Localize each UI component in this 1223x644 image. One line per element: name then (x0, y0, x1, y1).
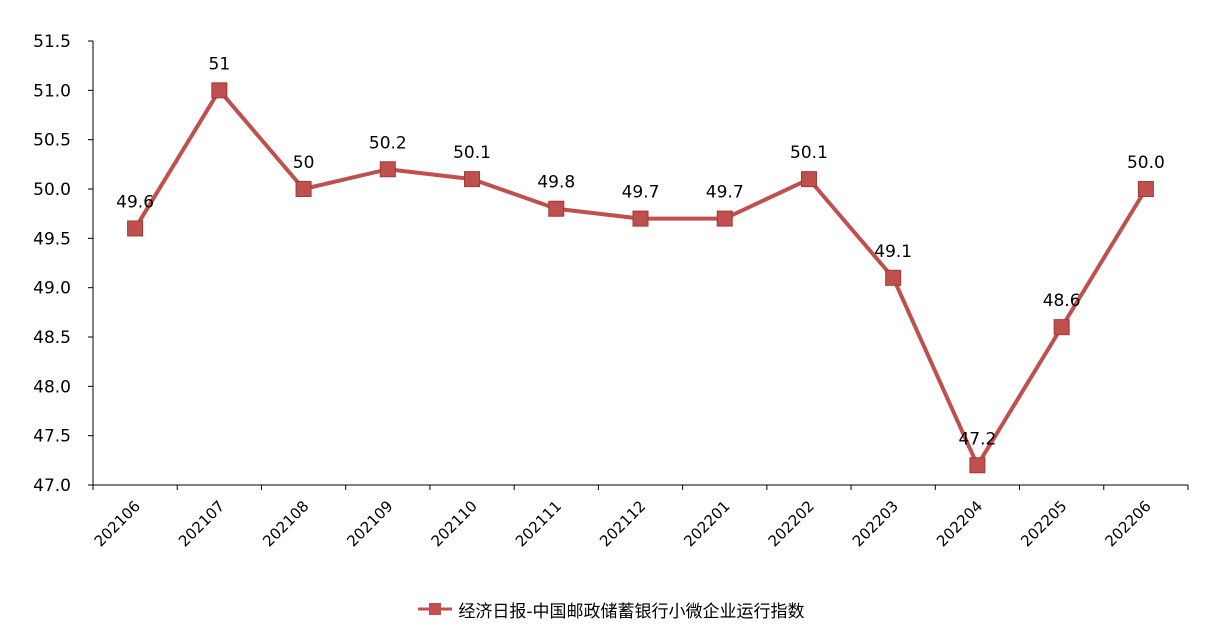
x-tick-label: 202204 (933, 497, 986, 550)
data-point (800, 171, 817, 188)
data-label: 50 (293, 153, 315, 173)
data-label: 49.7 (706, 183, 744, 203)
legend-label: 经济日报-中国邮政储蓄银行小微企业运行指数 (458, 601, 805, 622)
data-label: 50.1 (790, 143, 828, 163)
y-tick-label: 51.5 (33, 32, 71, 52)
y-tick-label: 48.5 (33, 328, 71, 348)
legend-marker-icon (418, 603, 453, 615)
series-line (133, 88, 1148, 468)
x-tick-label: 202206 (1101, 497, 1154, 550)
y-tick-label: 49.5 (33, 229, 71, 249)
data-label: 49.8 (537, 173, 575, 193)
data-point (632, 210, 649, 227)
x-tick-label: 202107 (175, 497, 228, 550)
data-label: 47.2 (958, 429, 996, 449)
data-point (127, 220, 144, 237)
data-point (548, 200, 565, 217)
x-tick-label: 202112 (596, 497, 649, 550)
y-tick-label: 48.0 (33, 377, 71, 397)
data-label: 49.1 (874, 242, 912, 262)
x-tick-label: 202111 (512, 497, 565, 550)
data-point (464, 171, 481, 188)
x-tick-label: 202202 (765, 497, 818, 550)
data-point (1137, 181, 1154, 197)
data-point (969, 457, 986, 474)
data-label: 48.6 (1043, 291, 1081, 311)
x-tick-label: 202106 (91, 497, 144, 550)
legend: 经济日报-中国邮政储蓄银行小微企业运行指数 (0, 594, 1223, 624)
data-label: 51 (209, 54, 231, 74)
y-tick-label: 50.0 (33, 180, 71, 200)
data-label: 50.0 (1127, 153, 1165, 173)
data-point (379, 161, 396, 178)
y-tick-label: 47.5 (33, 427, 71, 447)
data-point (885, 269, 902, 286)
data-point (211, 82, 228, 99)
y-tick-label: 51.0 (33, 81, 71, 101)
data-label: 50.2 (369, 133, 407, 153)
x-tick-label: 202109 (343, 497, 396, 550)
data-point (1053, 319, 1070, 336)
line-chart: 47.0 47.5 48.0 48.5 49.0 49.5 50.0 50.5 51.0 51.5… (33, 32, 1189, 550)
data-point (716, 210, 733, 227)
x-tick-label: 202201 (680, 497, 733, 550)
y-tick-label: 47.0 (33, 476, 71, 496)
x-tick-label: 202203 (849, 497, 902, 550)
x-tick-label: 202108 (259, 497, 312, 550)
y-tick-label: 49.0 (33, 279, 71, 299)
data-label: 49.6 (116, 192, 154, 212)
data-point (295, 181, 312, 197)
data-label: 49.7 (622, 183, 660, 203)
y-tick-label: 50.5 (33, 131, 71, 151)
x-tick-label: 202205 (1017, 497, 1070, 550)
data-label: 50.1 (453, 143, 491, 163)
x-tick-label: 202110 (428, 497, 481, 550)
